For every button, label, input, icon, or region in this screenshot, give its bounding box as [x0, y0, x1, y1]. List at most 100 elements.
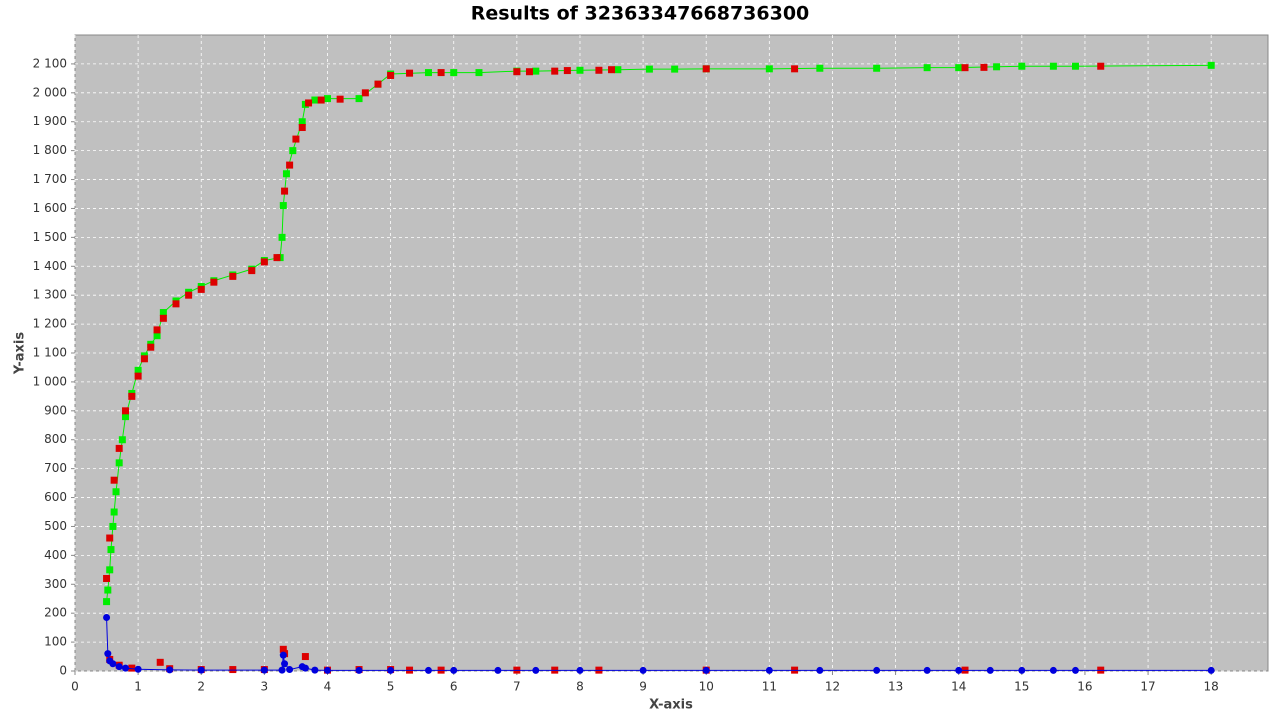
- point: [1049, 666, 1057, 674]
- point: [156, 658, 164, 666]
- point: [980, 63, 988, 71]
- point: [118, 436, 126, 444]
- x-tick-label: 14: [951, 680, 966, 694]
- point: [437, 69, 445, 77]
- x-tick-label: 17: [1140, 680, 1155, 694]
- point: [305, 99, 313, 107]
- point: [301, 664, 309, 672]
- point: [279, 651, 287, 659]
- x-tick-label: 0: [71, 680, 79, 694]
- chart-title: Results of 32363347668736300: [471, 3, 810, 25]
- point: [292, 135, 300, 143]
- point: [671, 65, 679, 73]
- point: [424, 69, 432, 77]
- point: [286, 666, 294, 674]
- x-tick-label: 3: [261, 680, 269, 694]
- point: [278, 666, 286, 674]
- point: [121, 407, 129, 415]
- point: [355, 666, 363, 674]
- point: [273, 254, 281, 262]
- point: [197, 285, 205, 293]
- x-tick-label: 1: [134, 680, 142, 694]
- point: [450, 666, 458, 674]
- point: [109, 660, 117, 668]
- point: [260, 666, 268, 674]
- point: [289, 147, 297, 155]
- point: [791, 65, 799, 73]
- point: [614, 66, 622, 74]
- point: [1071, 62, 1079, 70]
- point: [115, 459, 123, 467]
- x-tick-label: 8: [576, 680, 584, 694]
- point: [229, 272, 237, 280]
- point: [765, 666, 773, 674]
- point: [551, 67, 559, 75]
- point: [450, 69, 458, 77]
- x-tick-label: 11: [762, 680, 777, 694]
- x-tick-label: 7: [513, 680, 521, 694]
- point: [260, 258, 268, 266]
- point: [816, 64, 824, 72]
- point: [185, 291, 193, 299]
- point: [532, 666, 540, 674]
- point: [532, 67, 540, 75]
- point: [955, 64, 963, 72]
- point: [513, 68, 521, 76]
- point: [166, 666, 174, 674]
- point: [563, 67, 571, 75]
- point: [765, 65, 773, 73]
- point: [387, 71, 395, 79]
- point: [103, 574, 111, 582]
- y-tick-label: 1 000: [33, 374, 67, 388]
- point: [986, 666, 994, 674]
- point: [159, 314, 167, 322]
- point: [923, 64, 931, 72]
- y-tick-label: 400: [44, 548, 67, 562]
- point: [106, 534, 114, 542]
- point: [115, 663, 123, 671]
- point: [576, 66, 584, 74]
- point: [576, 666, 584, 674]
- y-tick-label: 300: [44, 577, 67, 591]
- point: [336, 95, 344, 103]
- point: [134, 366, 142, 374]
- y-tick-label: 1 100: [33, 346, 67, 360]
- point: [106, 566, 114, 574]
- y-tick-label: 1 400: [33, 259, 67, 273]
- point: [103, 598, 111, 606]
- point: [110, 508, 118, 516]
- point: [115, 444, 123, 452]
- point: [595, 66, 603, 74]
- point: [525, 68, 533, 76]
- point: [1097, 62, 1105, 70]
- point: [317, 96, 325, 104]
- y-tick-label: 1 600: [33, 201, 67, 215]
- point: [128, 664, 136, 672]
- y-tick-label: 1 800: [33, 143, 67, 157]
- point: [645, 65, 653, 73]
- point: [323, 666, 331, 674]
- point: [128, 392, 136, 400]
- point: [107, 546, 115, 554]
- point: [159, 309, 167, 317]
- point: [374, 80, 382, 88]
- x-tick-label: 2: [197, 680, 205, 694]
- point: [134, 665, 142, 673]
- y-tick-label: 2 000: [33, 85, 67, 99]
- point: [140, 355, 148, 363]
- x-tick-label: 18: [1204, 680, 1219, 694]
- y-tick-label: 100: [44, 635, 67, 649]
- point: [197, 666, 205, 674]
- x-tick-label: 16: [1077, 680, 1092, 694]
- x-tick-label: 4: [324, 680, 332, 694]
- point: [286, 161, 294, 169]
- point: [248, 267, 256, 275]
- point: [475, 69, 483, 77]
- point: [702, 65, 710, 73]
- point: [494, 666, 502, 674]
- point: [424, 666, 432, 674]
- point: [608, 66, 616, 74]
- y-tick-label: 800: [44, 432, 67, 446]
- point: [1018, 62, 1026, 70]
- point: [229, 666, 237, 674]
